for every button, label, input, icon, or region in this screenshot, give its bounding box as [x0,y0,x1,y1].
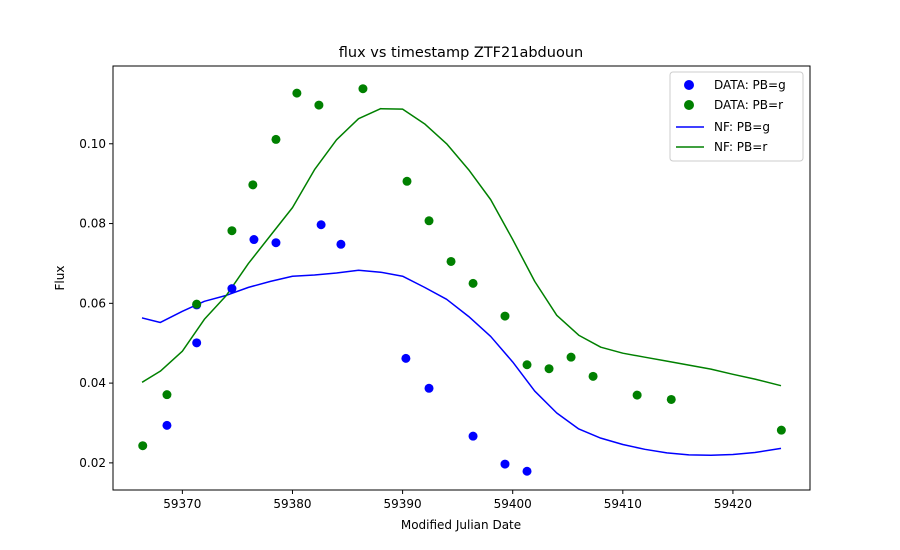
data-r-point [227,226,237,236]
y-axis-label: Flux [53,266,67,291]
data-g-point [316,220,326,230]
legend-label-data-r: DATA: PB=r [714,98,783,112]
nf-g-line [141,269,782,457]
data-r-point [138,441,148,451]
data-g-point [227,284,237,294]
legend-label-data-g: DATA: PB=g [714,78,786,92]
data-g-point [271,238,281,248]
chart-title: flux vs timestamp ZTF21abduoun [339,45,583,61]
scatter-points-layer [138,84,786,476]
data-r-point [162,390,172,400]
x-axis-label: Modified Julian Date [401,518,521,532]
line-series-layer [141,107,782,457]
data-r-point [500,311,510,321]
y-tick-label: 0.08 [79,217,106,231]
data-r-point [588,371,598,381]
x-tick-label: 59390 [383,497,421,511]
data-r-point [314,100,324,110]
data-r-point [446,256,456,266]
data-r-point [248,180,258,190]
data-r-point [292,88,302,98]
legend-marker-data-r [684,100,694,110]
data-r-point [358,84,368,94]
y-tick-label: 0.02 [79,456,106,470]
data-r-point [424,216,434,226]
y-tick-label: 0.04 [79,376,106,390]
legend-marker-data-g [684,80,694,90]
data-g-point [424,383,434,393]
legend-box [669,71,804,162]
y-tick-label: 0.10 [79,137,106,151]
data-g-point [468,431,478,441]
data-r-point [544,364,554,374]
legend-label-nf-g: NF: PB=g [714,120,770,134]
x-axis-ticks: 59370 59380 59390 59400 59410 59420 [163,490,752,511]
legend-label-nf-r: NF: PB=r [714,140,767,154]
x-tick-label: 59410 [604,497,642,511]
x-tick-label: 59400 [494,497,532,511]
data-g-point [522,466,532,476]
data-r-point [271,134,281,144]
nf-r-line [141,107,782,387]
data-g-point [249,235,259,245]
y-axis-ticks: 0.02 0.04 0.06 0.08 0.10 [79,137,113,470]
legend: DATA: PB=g DATA: PB=r NF: PB=g NF: PB=r [669,71,804,162]
data-g-point [500,459,510,469]
data-r-point [566,352,576,362]
x-tick-label: 59420 [714,497,752,511]
data-r-point [522,360,532,370]
data-r-point [776,425,786,435]
data-g-point [336,239,346,249]
data-r-point [468,278,478,288]
data-g-point [192,338,202,348]
data-r-point [192,299,202,309]
y-tick-label: 0.06 [79,296,106,310]
data-r-point [402,176,412,186]
data-g-point [401,353,411,363]
data-r-point [632,390,642,400]
x-tick-label: 59370 [163,497,201,511]
data-g-point [162,420,172,430]
x-tick-label: 59380 [273,497,311,511]
data-r-point [666,394,676,404]
